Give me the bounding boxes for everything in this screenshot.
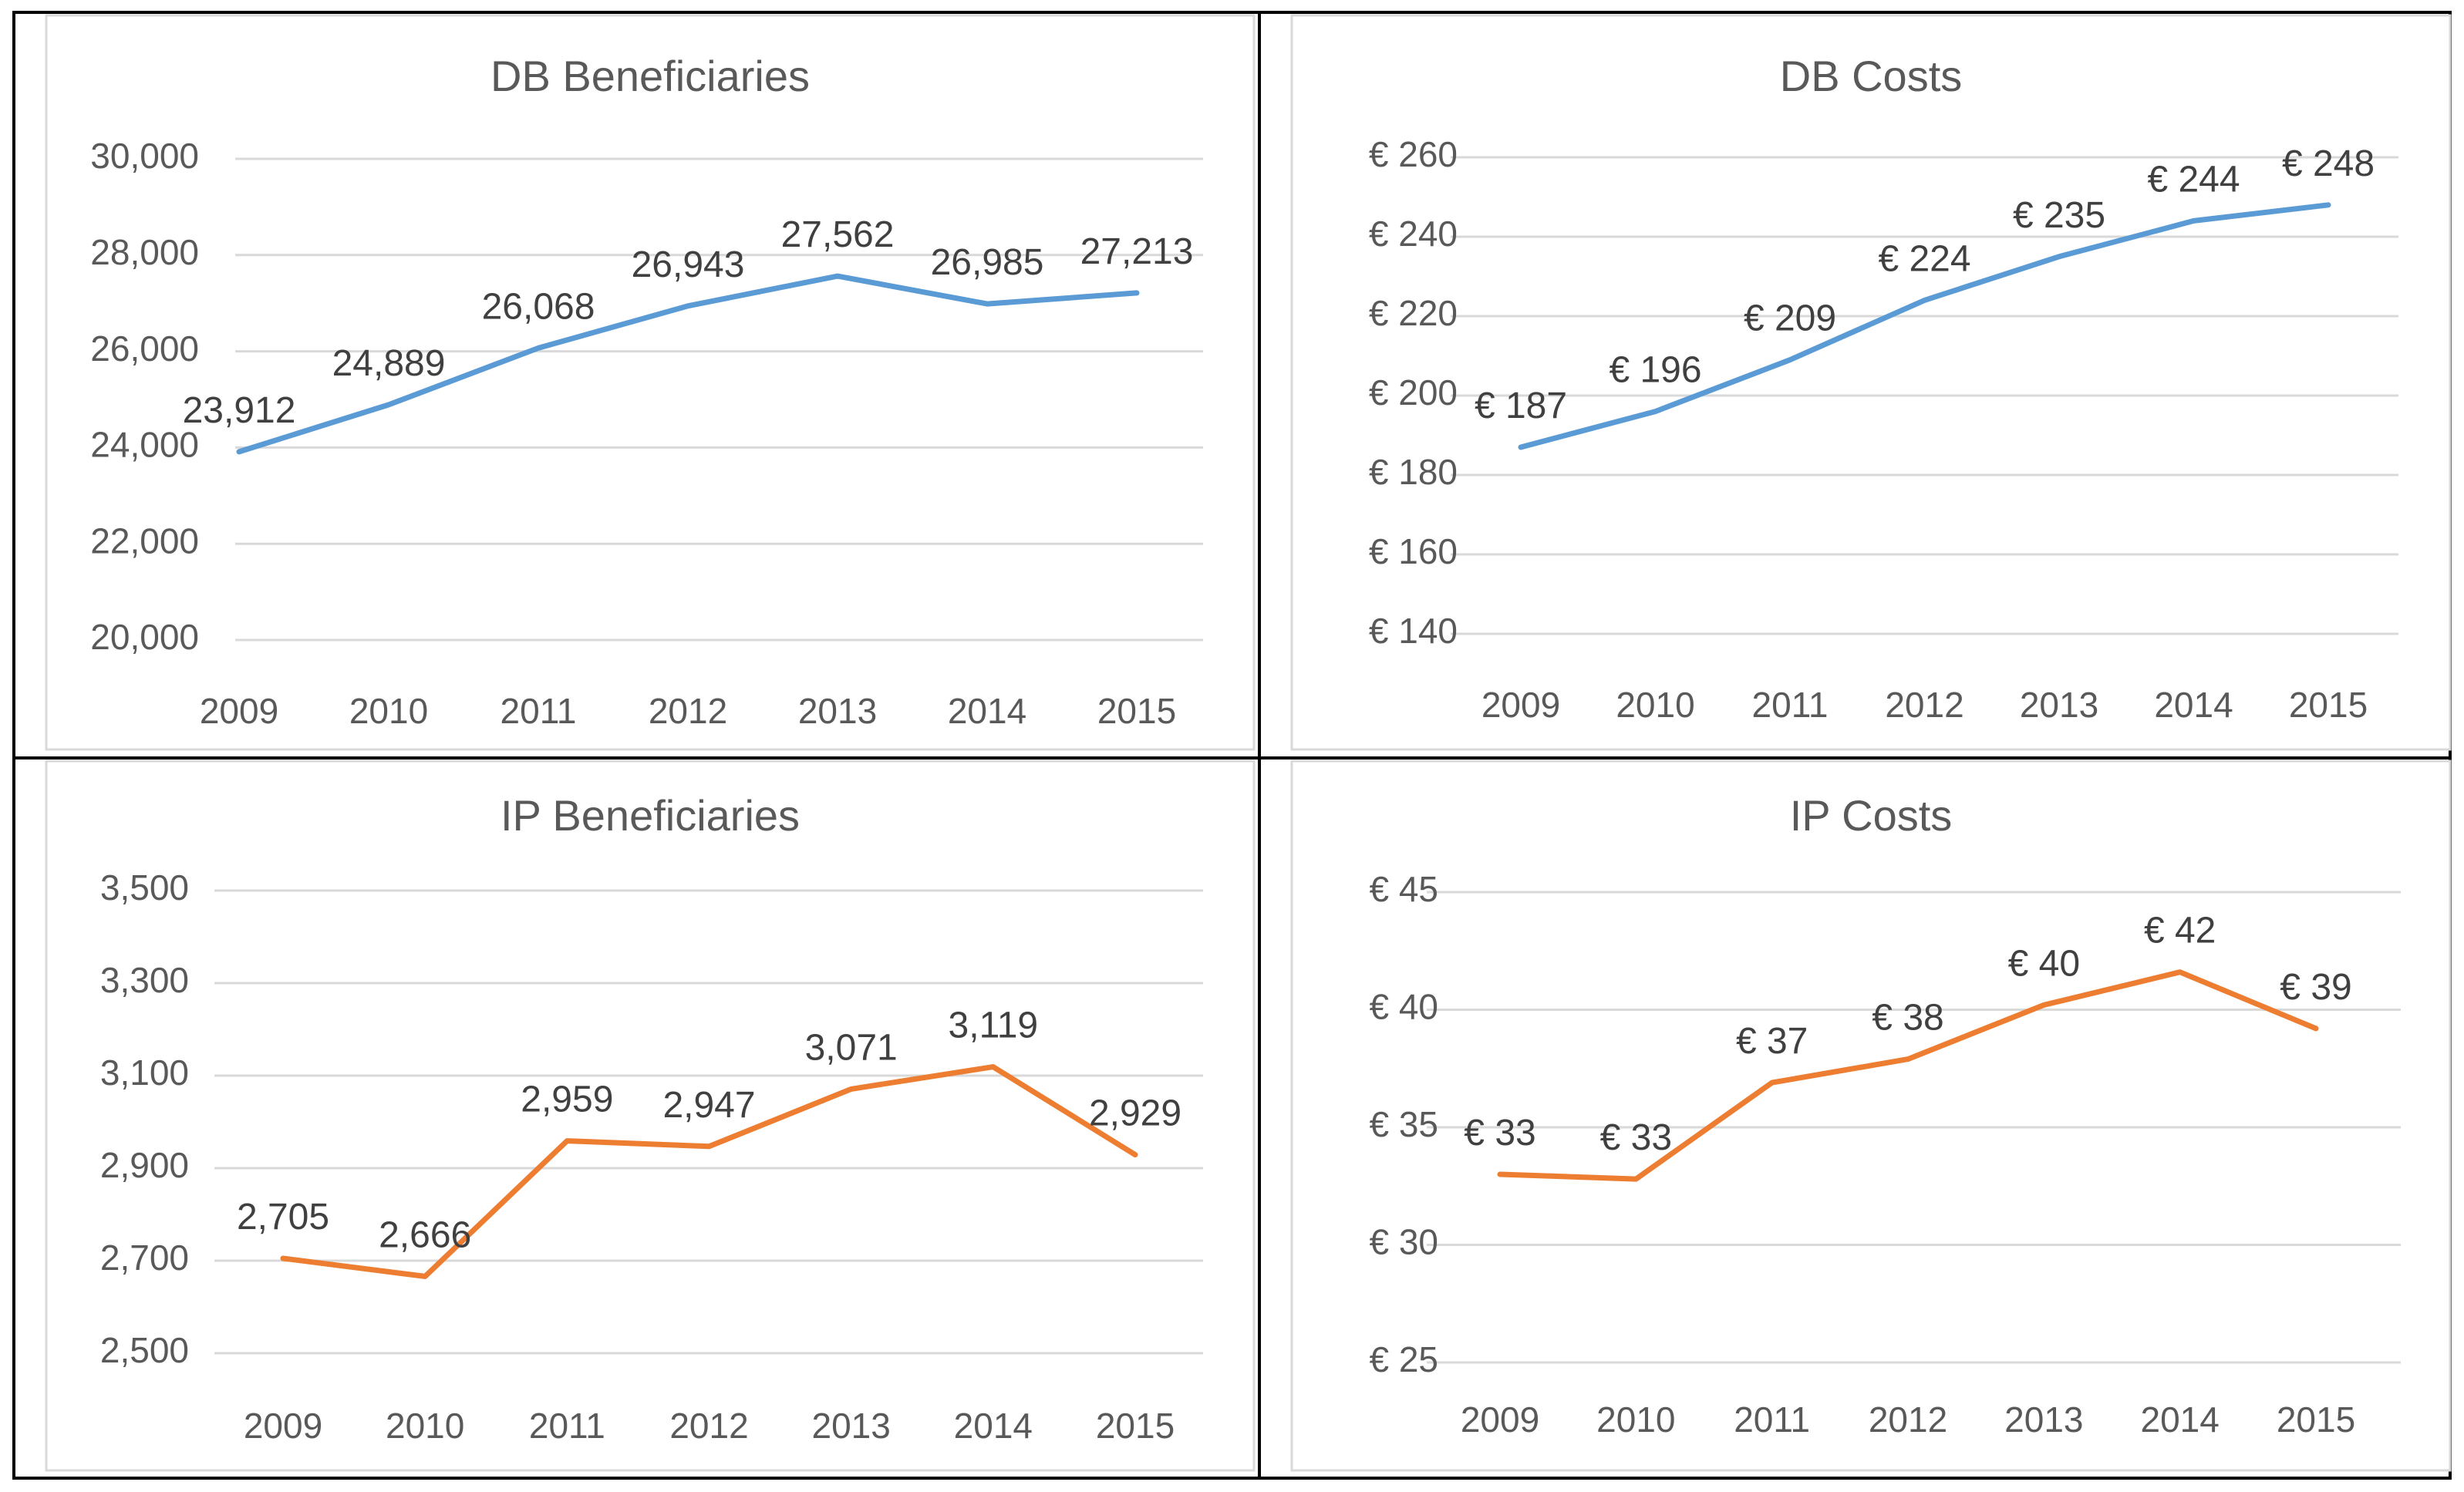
y-tick-label: € 30 — [1369, 1222, 1438, 1262]
y-tick-label: 2,900 — [100, 1145, 189, 1185]
x-tick-label: 2015 — [2277, 1399, 2355, 1440]
x-tick-label: 2015 — [2289, 685, 2368, 725]
y-tick-label: € 25 — [1369, 1339, 1438, 1379]
y-tick-label: 24,000 — [90, 425, 199, 465]
x-tick-label: 2012 — [669, 1406, 748, 1446]
data-label: 23,912 — [183, 390, 296, 431]
y-tick-label: 20,000 — [90, 617, 199, 657]
y-tick-label: € 220 — [1369, 293, 1458, 333]
data-label: 26,068 — [482, 286, 595, 327]
chart-title: DB Costs — [1780, 52, 1963, 100]
y-tick-label: 28,000 — [90, 232, 199, 272]
chart-title: DB Beneficiaries — [490, 52, 810, 100]
x-tick-label: 2014 — [2140, 1399, 2219, 1440]
data-label: € 39 — [2280, 967, 2351, 1008]
data-label: € 196 — [1609, 350, 1701, 391]
x-tick-label: 2013 — [798, 691, 877, 731]
chart-ip-costs: IP Costs € 25 € 30 € 35 € 40 € 45 2009 2010 2011… — [1290, 759, 2452, 1472]
x-tick-label: 2015 — [1097, 691, 1176, 731]
x-tick-label: 2014 — [954, 1406, 1033, 1446]
x-tick-label: 2010 — [349, 691, 428, 731]
x-tick-label: 2013 — [2020, 685, 2098, 725]
x-tick-label: 2011 — [1752, 685, 1829, 725]
chart-db-costs: DB Costs € 140 € 160 € 180 € 200 € 220 € 240 € … — [1290, 14, 2452, 751]
data-label: 27,213 — [1080, 231, 1194, 272]
x-tick-label: 2010 — [1616, 685, 1694, 725]
x-tick-label: 2013 — [811, 1406, 890, 1446]
horizontal-divider — [12, 756, 2452, 759]
data-label: 2,929 — [1089, 1093, 1181, 1134]
y-tick-label: € 45 — [1369, 869, 1438, 909]
x-tick-label: 2010 — [386, 1406, 464, 1446]
y-tick-label: 2,700 — [100, 1238, 189, 1278]
chart-area-border — [1290, 14, 2452, 751]
chart-title: IP Beneficiaries — [501, 791, 800, 840]
data-label: € 33 — [1600, 1117, 1672, 1158]
y-tick-label: € 240 — [1369, 214, 1458, 254]
data-label: 24,889 — [332, 343, 446, 384]
data-label: 3,119 — [949, 1005, 1039, 1046]
data-label: 3,071 — [805, 1027, 898, 1068]
chart-title: IP Costs — [1790, 791, 1953, 840]
x-tick-label: 2012 — [1885, 685, 1963, 725]
x-tick-label: 2011 — [1734, 1399, 1810, 1440]
data-label: € 187 — [1475, 386, 1567, 426]
data-label: € 209 — [1744, 298, 1836, 339]
y-tick-label: € 200 — [1369, 372, 1458, 413]
x-tick-label: 2012 — [1869, 1399, 1947, 1440]
y-tick-label: 3,500 — [100, 867, 189, 908]
data-label: € 38 — [1872, 998, 1943, 1039]
chart-db-beneficiaries: DB Beneficiaries 20,000 22,000 24,000 26,000… — [45, 14, 1256, 751]
x-tick-label: 2013 — [2004, 1399, 2083, 1440]
x-tick-label: 2009 — [244, 1406, 322, 1446]
chart-ip-beneficiaries: IP Beneficiaries 2,500 2,700 2,900 3,100 3,30… — [45, 759, 1256, 1472]
data-label: 2,947 — [662, 1085, 755, 1126]
x-tick-label: 2011 — [501, 691, 577, 731]
x-tick-label: 2009 — [1481, 685, 1560, 725]
data-label: 27,562 — [781, 214, 895, 255]
y-tick-label: € 180 — [1369, 452, 1458, 492]
x-tick-label: 2011 — [529, 1406, 605, 1446]
data-label: € 40 — [2008, 943, 2080, 984]
data-label: € 37 — [1736, 1021, 1808, 1062]
data-label: € 248 — [2282, 143, 2375, 184]
data-label: 26,943 — [632, 244, 745, 285]
data-label: 2,959 — [521, 1079, 613, 1120]
y-tick-label: 22,000 — [90, 520, 199, 561]
data-label: 2,705 — [237, 1197, 329, 1238]
y-tick-label: € 160 — [1369, 531, 1458, 571]
y-tick-label: 30,000 — [90, 136, 199, 176]
y-tick-label: 3,100 — [100, 1052, 189, 1093]
data-label: 26,985 — [931, 242, 1044, 283]
x-tick-label: 2014 — [2154, 685, 2233, 725]
data-label: € 42 — [2144, 911, 2216, 951]
data-label: € 235 — [2013, 195, 2105, 236]
y-tick-label: 26,000 — [90, 328, 199, 369]
x-tick-label: 2015 — [1096, 1406, 1175, 1446]
chart-area-border — [1290, 759, 2452, 1472]
chart-area-border — [45, 14, 1256, 751]
x-tick-label: 2014 — [948, 691, 1026, 731]
x-tick-label: 2009 — [200, 691, 278, 731]
data-label: € 224 — [1878, 238, 1970, 279]
y-tick-label: € 35 — [1369, 1104, 1438, 1144]
data-label: € 244 — [2147, 159, 2240, 200]
y-tick-label: € 140 — [1369, 611, 1458, 651]
data-label: 2,666 — [379, 1214, 471, 1255]
x-tick-label: 2009 — [1461, 1399, 1539, 1440]
data-label: € 33 — [1464, 1113, 1535, 1154]
x-tick-label: 2010 — [1596, 1399, 1675, 1440]
x-tick-label: 2012 — [649, 691, 727, 731]
y-tick-label: 3,300 — [100, 960, 189, 1000]
vertical-divider — [1258, 11, 1261, 1480]
y-tick-label: € 40 — [1369, 987, 1438, 1027]
y-tick-label: € 260 — [1369, 134, 1458, 174]
y-tick-label: 2,500 — [100, 1330, 189, 1370]
